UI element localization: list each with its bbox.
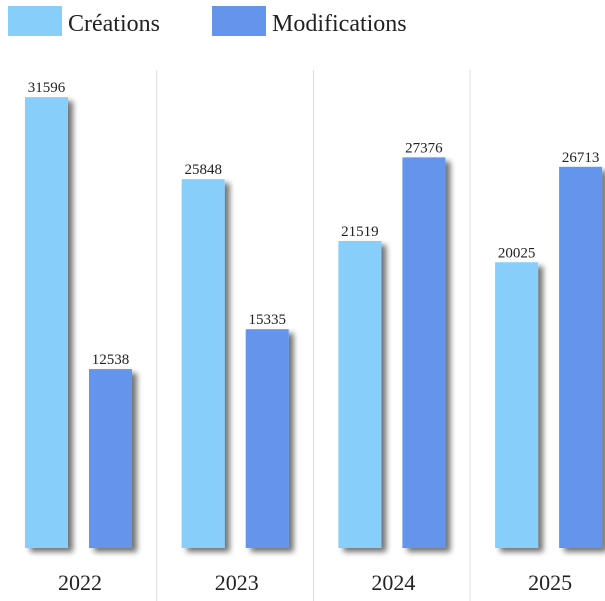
bar	[495, 262, 539, 548]
legend-swatch	[212, 6, 266, 36]
legend-label: Modifications	[272, 11, 407, 37]
legend-swatch	[8, 6, 62, 36]
value-label: 26713	[562, 150, 600, 166]
legend-label: Créations	[68, 11, 160, 37]
x-tick-label: 2023	[215, 570, 259, 595]
bar	[338, 240, 382, 549]
bar	[245, 329, 289, 548]
x-tick-label: 2024	[371, 570, 415, 595]
value-label: 21519	[341, 224, 379, 240]
value-label: 31596	[28, 80, 66, 96]
value-label: 12538	[92, 352, 130, 368]
value-label: 27376	[405, 140, 443, 156]
x-tick-label: 2022	[58, 570, 102, 595]
value-label: 25848	[184, 162, 222, 178]
bar	[89, 369, 132, 548]
bar	[559, 166, 603, 548]
value-label: 15335	[248, 312, 286, 328]
bar	[181, 179, 225, 548]
x-tick-label: 2025	[528, 570, 572, 595]
bar	[25, 97, 68, 549]
value-label: 20025	[498, 245, 536, 261]
bar	[402, 157, 446, 548]
